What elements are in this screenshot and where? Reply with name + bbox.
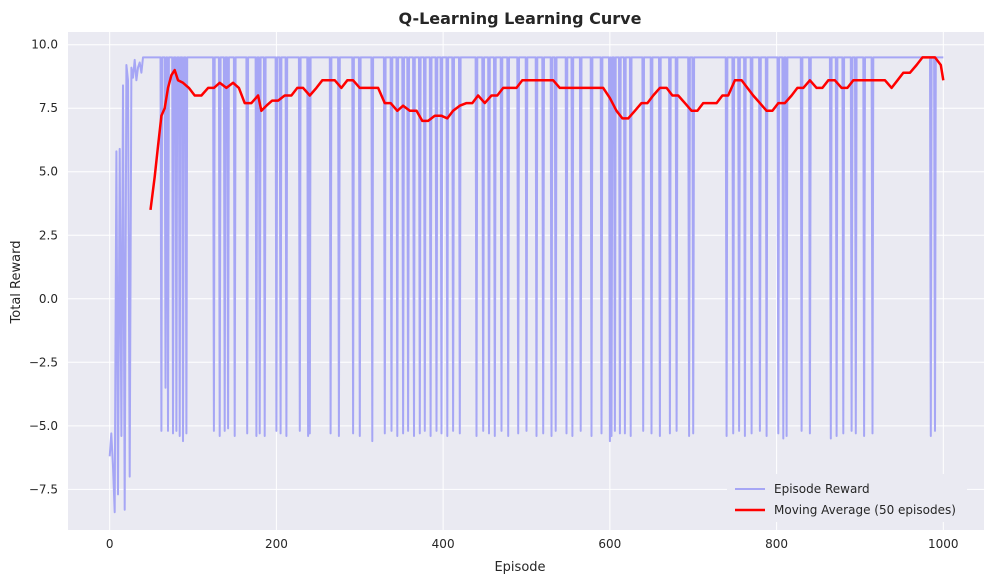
series-line-moving-average <box>149 56 945 211</box>
x-axis-ticks: 0 200 400 600 800 1000 <box>106 537 959 551</box>
y-tick-label: 7.5 <box>39 101 58 115</box>
y-tick-label: 10.0 <box>31 38 58 52</box>
y-tick-label: 2.5 <box>39 228 58 242</box>
y-tick-label: 0.0 <box>39 292 58 306</box>
x-tick-label: 1000 <box>928 537 959 551</box>
x-tick-label: 0 <box>106 537 114 551</box>
x-tick-label: 400 <box>432 537 455 551</box>
y-tick-label: −2.5 <box>29 355 58 369</box>
x-tick-label: 200 <box>265 537 288 551</box>
y-tick-label: −7.5 <box>29 482 58 496</box>
legend-label-moving-average: Moving Average (50 episodes) <box>774 503 956 517</box>
y-axis-label: Total Reward <box>9 241 24 325</box>
x-tick-label: 800 <box>765 537 788 551</box>
legend-label-episode-reward: Episode Reward <box>774 482 870 496</box>
x-axis-label: Episode <box>494 560 545 575</box>
x-tick-label: 600 <box>598 537 621 551</box>
legend-box <box>727 474 967 522</box>
series-line-episode-reward <box>108 56 944 514</box>
legend: Episode Reward Moving Average (50 episod… <box>727 474 967 522</box>
y-axis-ticks: −7.5 −5.0 −2.5 0.0 2.5 5.0 7.5 10.0 <box>29 38 58 497</box>
y-tick-label: 5.0 <box>39 165 58 179</box>
chart-title: Q-Learning Learning Curve <box>399 9 642 28</box>
series-layer <box>108 56 945 514</box>
y-tick-label: −5.0 <box>29 419 58 433</box>
